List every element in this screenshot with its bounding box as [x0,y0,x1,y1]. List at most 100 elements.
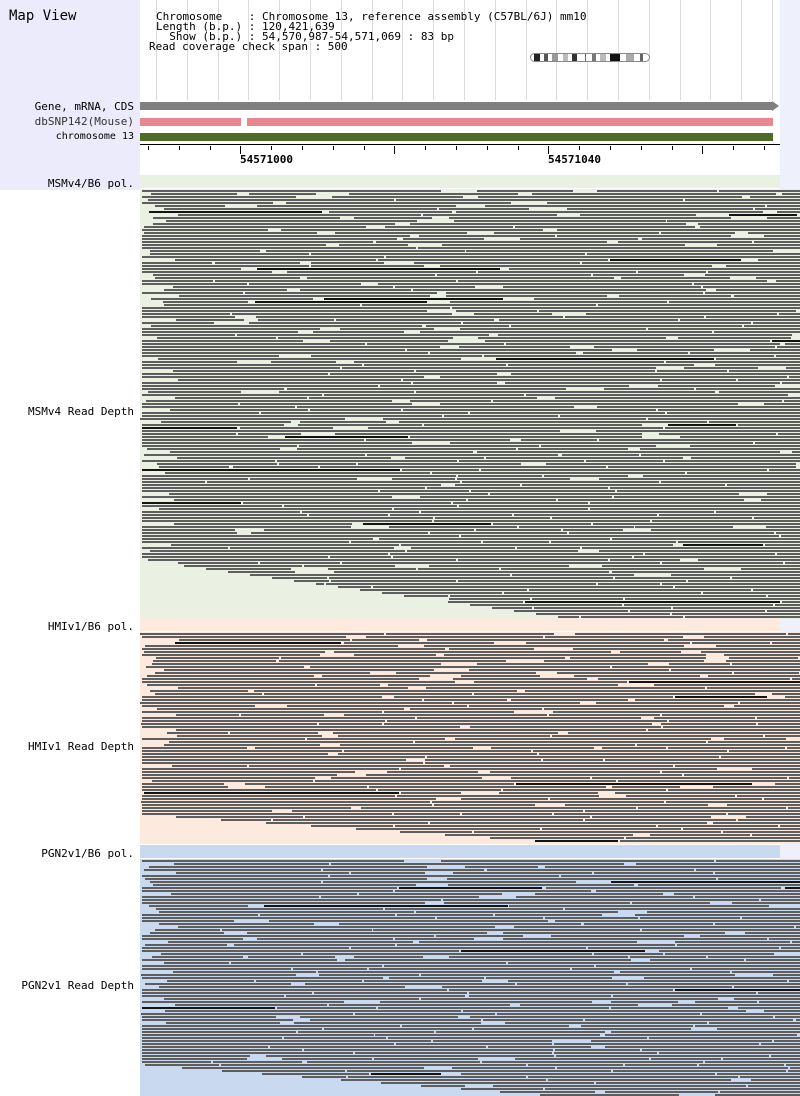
sequencing-read [765,735,800,737]
ruler-tick [610,146,611,150]
sequencing-read [683,828,800,830]
sequencing-read [740,702,800,704]
msm-pol-band [140,175,780,188]
sequencing-read [750,349,800,351]
sequencing-read [729,214,797,216]
sequencing-read [612,538,800,540]
sequencing-read [142,968,291,970]
sequencing-read [665,460,800,462]
sequencing-read [596,890,800,892]
sequencing-read [142,334,235,336]
position-ruler [140,144,780,174]
pgn-read-area[interactable] [140,859,800,1096]
sequencing-read [635,699,800,701]
sequencing-read [691,457,800,459]
chromosome-track[interactable] [140,133,773,141]
sequencing-read [484,355,774,357]
sequencing-read [142,636,346,638]
sequencing-read [442,244,685,246]
sequencing-read [777,346,800,348]
sequencing-read [286,995,465,997]
sequencing-read [279,391,414,393]
sequencing-read [556,1055,769,1057]
sequencing-read [661,481,800,483]
sequencing-read [335,433,642,435]
msm-read-area[interactable] [140,189,800,619]
ruler-tick [456,146,457,150]
sequencing-read [493,400,782,402]
sequencing-read [503,789,666,791]
sequencing-read [742,917,800,919]
sequencing-read [142,774,337,776]
sequencing-read [300,421,386,423]
sequencing-read [142,756,425,758]
sequencing-read [708,271,800,273]
sequencing-read [171,893,357,895]
coverage-gap [140,583,317,586]
sequencing-read [597,190,717,192]
sequencing-read [726,265,800,267]
sequencing-read [744,325,800,327]
sequencing-read [588,947,779,949]
sequencing-read [144,792,399,794]
sequencing-read [257,1079,546,1081]
hmi-read-area[interactable] [140,632,800,844]
sequencing-read [608,466,796,468]
sequencing-read [142,373,328,375]
sequencing-read [247,932,487,934]
sequencing-read [583,352,688,354]
sequencing-read [150,932,224,934]
sequencing-read [547,202,800,204]
sequencing-read [386,633,554,635]
dbsnp-track-seg2[interactable] [247,118,773,126]
sequencing-read [734,986,800,988]
sequencing-read [745,932,800,934]
sequencing-read [323,881,576,883]
sequencing-read [142,989,447,991]
chromosome-ideogram[interactable] [530,53,650,62]
dbsnp-track-seg1[interactable] [140,118,241,126]
sequencing-read [612,786,680,788]
sequencing-read [385,908,563,910]
sequencing-read [436,1031,605,1033]
sequencing-read [375,1034,600,1036]
sequencing-read [142,917,435,919]
gene-track[interactable] [140,102,772,110]
sequencing-read [158,358,461,360]
sequencing-read [598,304,800,306]
sequencing-read [156,908,383,910]
sequencing-read [142,349,405,351]
sequencing-read [638,884,800,886]
sequencing-read [449,956,628,958]
sequencing-read [142,328,320,330]
sequencing-read [499,792,598,794]
sequencing-read [772,693,800,695]
sequencing-read [142,322,214,324]
sequencing-read [672,1004,800,1006]
sequencing-read [396,199,683,201]
sequencing-read [520,1004,638,1006]
coverage-gap [140,819,221,822]
sequencing-read [478,271,636,273]
sequencing-read [141,801,430,803]
sequencing-read [355,1013,495,1015]
sequencing-read [463,322,751,324]
sequencing-read [715,1094,800,1096]
sequencing-read [605,1034,797,1036]
sequencing-read [748,1085,800,1087]
sequencing-read [369,786,606,788]
sequencing-read [715,923,800,925]
sequencing-read [150,250,260,252]
sequencing-read [416,911,618,913]
sequencing-read [142,343,365,345]
sequencing-read [142,1028,322,1030]
sequencing-read [490,493,739,495]
sequencing-read [234,944,395,946]
sequencing-read [659,514,800,516]
sequencing-read [142,1031,296,1033]
sequencing-read [354,217,432,219]
sequencing-read [366,774,682,776]
sequencing-read [142,442,412,444]
sequencing-read [395,825,656,827]
sequencing-read [345,959,631,961]
